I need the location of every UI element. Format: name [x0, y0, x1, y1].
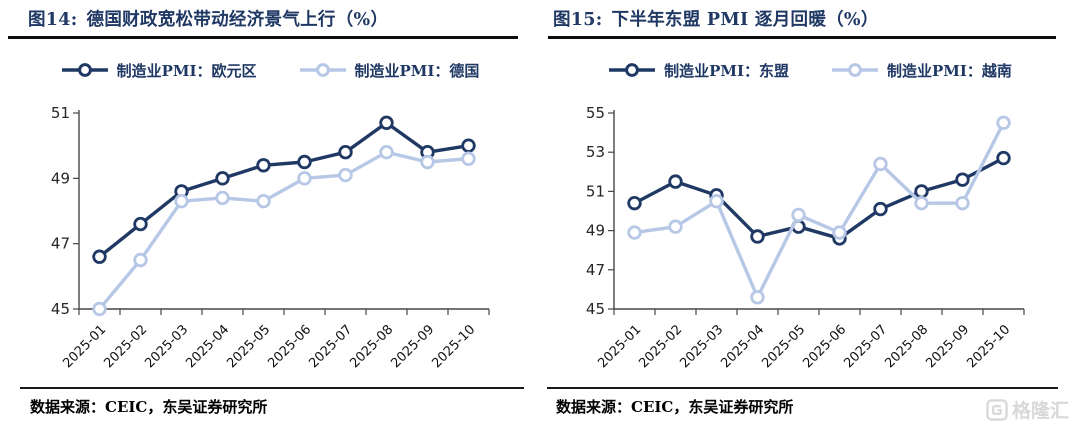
footer-divider [20, 387, 524, 389]
svg-text:45: 45 [51, 300, 70, 318]
figure-title-text: 下半年东盟 PMI 逐月回暖（%） [611, 10, 879, 30]
figure-label: 图15: [553, 10, 603, 30]
svg-text:45: 45 [586, 300, 605, 318]
svg-text:49: 49 [51, 169, 70, 187]
figure-label: 图14: [28, 10, 78, 30]
svg-text:2025-03: 2025-03 [142, 322, 191, 371]
line-marker-icon [832, 63, 878, 77]
svg-text:2025-04: 2025-04 [183, 322, 232, 371]
svg-text:2025-01: 2025-01 [60, 322, 109, 371]
svg-text:2025-05: 2025-05 [759, 322, 808, 371]
svg-text:51: 51 [586, 182, 605, 200]
svg-text:2025-07: 2025-07 [306, 322, 355, 371]
line-chart: 454749512025-012025-022025-032025-042025… [51, 104, 490, 371]
figure-panel-right: 图15: 下半年东盟 PMI 逐月回暖（%） 制造业PMI：东盟 制造业PMI：越… [540, 0, 1080, 431]
svg-text:2025-02: 2025-02 [636, 322, 685, 371]
figure-title: 图14: 德国财政宽松带动经济景气上行（%） [28, 6, 388, 31]
gelonghui-watermark: 格隆汇 [986, 396, 1069, 423]
line-marker-icon [609, 63, 656, 77]
line-chart: 45 47 49 51 53 55 2025-012025-022025-032025-04… [586, 104, 1025, 371]
svg-text:47: 47 [586, 261, 605, 279]
line-marker-icon [299, 63, 346, 77]
source-note: 数据来源：CEIC，东吴证券研究所 [556, 398, 794, 416]
legend-item: 制造业PMI：东盟 [608, 60, 789, 81]
svg-text:2025-04: 2025-04 [718, 322, 767, 371]
svg-text:2025-10: 2025-10 [964, 322, 1013, 371]
legend-label: 制造业PMI：东盟 [664, 61, 789, 80]
legend-item: 制造业PMI：欧元区 [61, 60, 257, 81]
figure-title-text: 德国财政宽松带动经济景气上行（%） [86, 10, 389, 30]
watermark-brand: 格隆汇 [1012, 400, 1070, 422]
svg-text:53: 53 [586, 143, 605, 161]
svg-text:2025-08: 2025-08 [347, 322, 396, 371]
legend-item: 制造业PMI：德国 [299, 60, 480, 81]
svg-text:2025-06: 2025-06 [265, 322, 314, 371]
legend-label: 制造业PMI：德国 [354, 61, 480, 80]
source-note: 数据来源：CEIC，东吴证券研究所 [30, 398, 268, 416]
figure-panel-left: 图14: 德国财政宽松带动经济景气上行（%） 制造业PMI：欧元区 制造业PMI：… [0, 6, 540, 416]
svg-text:51: 51 [51, 104, 70, 122]
svg-text:2025-07: 2025-07 [841, 322, 890, 371]
chart-legend: 制造业PMI：欧元区 制造业PMI：德国 [0, 57, 540, 83]
svg-text:2025-03: 2025-03 [677, 322, 726, 371]
svg-text:55: 55 [586, 104, 605, 122]
legend-item: 制造业PMI：越南 [831, 60, 1012, 81]
svg-text:2025-02: 2025-02 [101, 322, 150, 371]
legend-label: 制造业PMI：越南 [887, 61, 1012, 80]
svg-text:47: 47 [51, 235, 70, 253]
svg-text:2025-01: 2025-01 [595, 322, 644, 371]
figure-title: 图15: 下半年东盟 PMI 逐月回暖（%） [553, 6, 879, 31]
title-underline [548, 36, 1056, 39]
svg-text:2025-05: 2025-05 [224, 322, 273, 371]
svg-text:2025-09: 2025-09 [923, 322, 972, 371]
footer-divider [547, 387, 1058, 389]
svg-text:49: 49 [586, 222, 605, 240]
line-marker-icon [61, 63, 108, 77]
svg-text:2025-10: 2025-10 [429, 322, 478, 371]
svg-text:2025-06: 2025-06 [800, 322, 849, 371]
title-underline [8, 36, 518, 39]
gelonghui-logo-icon [986, 398, 1008, 421]
chart-legend: 制造业PMI：东盟 制造业PMI：越南 [540, 57, 1080, 83]
legend-label: 制造业PMI：欧元区 [116, 61, 257, 80]
svg-text:2025-08: 2025-08 [882, 322, 931, 371]
svg-text:2025-09: 2025-09 [388, 322, 437, 371]
